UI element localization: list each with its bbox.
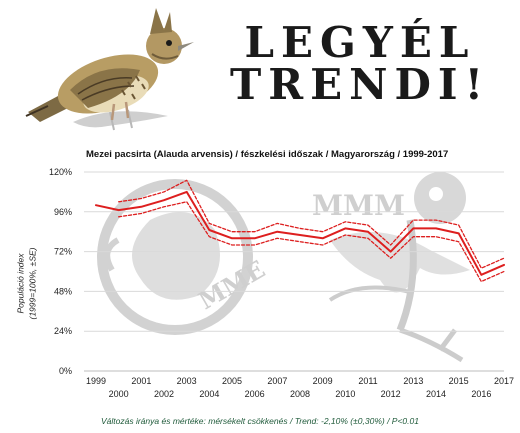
x-tick-label: 2013 — [403, 376, 423, 386]
headline-line-1: LEGYÉL — [244, 18, 476, 67]
series-line-upper — [118, 179, 505, 269]
y-tick-label: 96% — [54, 207, 72, 217]
x-tick-label: 2011 — [358, 376, 377, 386]
chart-grid — [84, 171, 504, 372]
x-tick-label: 2006 — [245, 389, 265, 399]
x-tick-label: 2007 — [267, 376, 287, 386]
y-tick-label: 24% — [54, 326, 72, 336]
x-axis-ticks: 1999200020012002200320042005200620072008… — [86, 376, 514, 399]
x-tick-label: 2009 — [313, 376, 333, 386]
x-tick-label: 2016 — [471, 389, 491, 399]
header-banner: LEGYÉL TRENDI! — [0, 0, 520, 140]
series-line-lower — [118, 201, 505, 283]
headline-line-2: TRENDI! — [229, 60, 491, 109]
chart-series — [95, 179, 505, 283]
y-tick-label: 48% — [54, 286, 72, 296]
x-tick-label: 2014 — [426, 389, 446, 399]
x-tick-label: 2001 — [131, 376, 151, 386]
y-axis-ticks: 0% 24% 48% 72% 96% 120% — [49, 167, 72, 376]
y-tick-label: 0% — [59, 366, 72, 376]
chart-title: Mezei pacsirta (Alauda arvensis) / fészk… — [86, 149, 449, 160]
x-tick-label: 2002 — [154, 389, 174, 399]
x-tick-label: 2012 — [381, 389, 401, 399]
x-tick-label: 2004 — [199, 389, 219, 399]
trend-summary: Változás iránya és mértéke: mérsékelt cs… — [101, 416, 419, 426]
x-tick-label: 2000 — [109, 389, 129, 399]
watermark-text: MMM — [312, 189, 405, 222]
population-index-chart: MME MMM 0%24%48%72%96%120% 1999200020012… — [49, 167, 514, 399]
x-tick-label: 2005 — [222, 376, 242, 386]
mme-watermark: MME MMM — [97, 172, 470, 363]
x-tick-label: 1999 — [86, 376, 106, 386]
y-tick-label: 120% — [49, 167, 72, 177]
x-tick-label: 2008 — [290, 389, 310, 399]
x-tick-label: 2010 — [335, 389, 355, 399]
x-tick-label: 2003 — [177, 376, 197, 386]
series-line-index — [95, 190, 505, 276]
y-tick-label: 72% — [54, 247, 72, 257]
x-tick-label: 2017 — [494, 376, 514, 386]
skylark-illustration — [25, 8, 194, 131]
x-tick-label: 2015 — [449, 376, 469, 386]
